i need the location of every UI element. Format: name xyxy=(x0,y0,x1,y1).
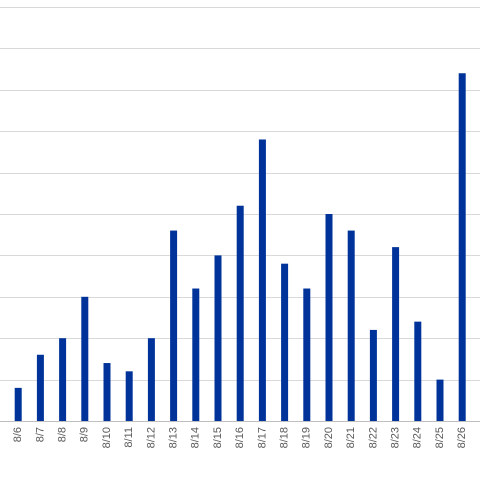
x-tick-label: 8/18 xyxy=(279,427,291,448)
x-tick-label: 8/11 xyxy=(123,427,135,448)
bar xyxy=(59,338,67,421)
bar xyxy=(281,263,289,421)
bar xyxy=(436,379,444,421)
x-tick-label: 8/10 xyxy=(101,427,113,448)
x-tick-label: 8/12 xyxy=(145,427,157,448)
bar xyxy=(170,230,178,421)
x-tick-label: 8/16 xyxy=(234,427,246,448)
bar xyxy=(36,354,44,421)
bar xyxy=(192,288,200,421)
x-tick-label: 8/26 xyxy=(456,427,468,448)
x-tick-label: 8/9 xyxy=(79,427,91,442)
x-tick-label: 8/13 xyxy=(168,427,180,448)
bar xyxy=(347,230,355,421)
bar xyxy=(14,387,22,421)
x-tick-label: 8/8 xyxy=(57,427,69,442)
x-tick-label: 8/24 xyxy=(412,427,424,448)
bar xyxy=(414,321,422,421)
x-tick-label: 8/22 xyxy=(367,427,379,448)
bar xyxy=(303,288,311,421)
x-tick-label: 8/6 xyxy=(12,427,24,442)
bar xyxy=(147,338,155,421)
bar xyxy=(458,73,466,422)
bar xyxy=(236,205,244,421)
x-tick-label: 8/14 xyxy=(190,427,202,448)
x-tick-label: 8/23 xyxy=(390,427,402,448)
bar xyxy=(214,255,222,421)
x-tick-label: 8/7 xyxy=(34,427,46,442)
bar xyxy=(392,247,400,421)
bar xyxy=(258,139,266,422)
bar xyxy=(103,363,111,421)
bar xyxy=(325,214,333,421)
x-tick-label: 8/25 xyxy=(434,427,446,448)
x-tick-label: 8/21 xyxy=(345,427,357,448)
bar xyxy=(369,329,377,421)
bar xyxy=(81,296,89,421)
x-tick-label: 8/19 xyxy=(301,427,313,448)
x-tick-label: 8/15 xyxy=(212,427,224,448)
x-tick-label: 8/17 xyxy=(256,427,268,448)
bar xyxy=(125,371,133,421)
x-tick-label: 8/20 xyxy=(323,427,335,448)
